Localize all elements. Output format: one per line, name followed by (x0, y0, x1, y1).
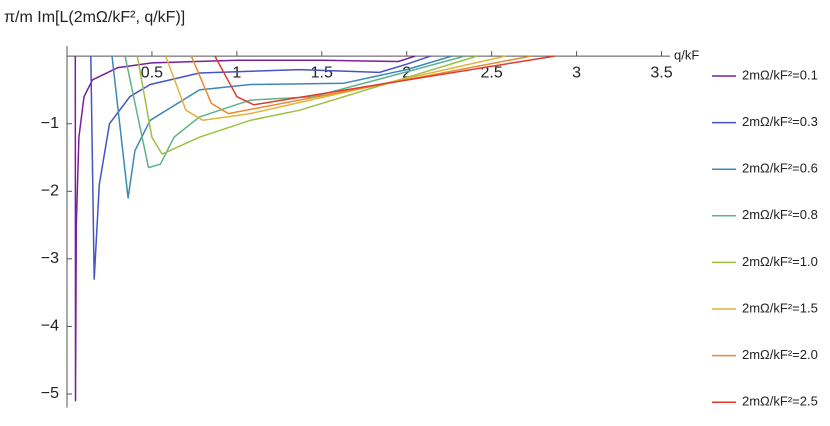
x-axis-label: q/kF (674, 47, 699, 62)
y-tick-label: −2 (41, 182, 59, 199)
legend-label: 2mΩ/kF²=0.3 (742, 114, 818, 129)
legend-label: 2mΩ/kF²=0.1 (742, 67, 818, 82)
legend-label: 2mΩ/kF²=1.0 (742, 254, 818, 269)
x-tick-label: 2 (402, 64, 411, 81)
y-tick-label: −5 (41, 385, 59, 402)
y-axis-label: π/m Im[L(2mΩ/kF², q/kF)] (4, 9, 185, 26)
legend-label: 2mΩ/kF²=2.5 (742, 394, 818, 409)
x-tick-label: 3.5 (650, 64, 672, 81)
x-tick-label: 1.5 (311, 64, 333, 81)
legend-label: 2mΩ/kF²=0.6 (742, 161, 818, 176)
legend-label: 2mΩ/kF²=0.8 (742, 207, 818, 222)
y-tick-label: −3 (41, 250, 59, 267)
x-tick-label: 0.5 (141, 64, 163, 81)
x-tick-label: 2.5 (481, 64, 503, 81)
x-tick-label: 1 (232, 64, 241, 81)
legend-label: 2mΩ/kF²=1.5 (742, 300, 818, 315)
y-tick-label: −1 (41, 115, 59, 132)
series-line (136, 55, 478, 155)
legend-label: 2mΩ/kF²=2.0 (742, 347, 818, 362)
x-tick-label: 3 (572, 64, 581, 81)
series-line (74, 55, 416, 402)
series-line (90, 55, 431, 280)
series-line (164, 55, 506, 122)
series-line (111, 55, 452, 199)
series-line (124, 55, 465, 169)
y-tick-label: −4 (41, 318, 59, 335)
series-line (214, 55, 555, 106)
